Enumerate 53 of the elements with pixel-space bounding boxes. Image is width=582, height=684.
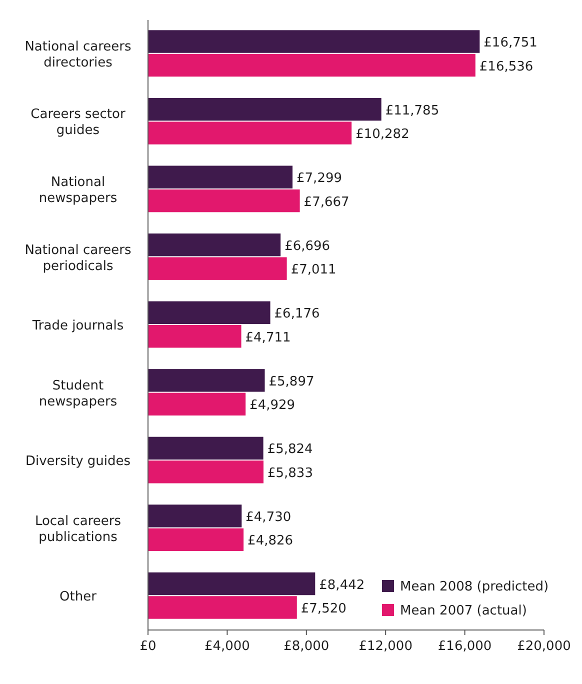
y-tick-label: Student newspapers	[38, 378, 118, 410]
data-label: £6,696	[284, 238, 330, 254]
data-label: £7,011	[290, 262, 336, 278]
data-label: £4,711	[245, 330, 291, 346]
data-label: £10,282	[356, 127, 410, 142]
bar	[148, 369, 265, 392]
x-tick-label: £4,000	[204, 639, 250, 654]
bar	[148, 596, 297, 619]
y-tick-label: Careers sector guides	[30, 107, 126, 138]
bar	[148, 504, 242, 528]
data-label: £4,929	[250, 398, 296, 414]
bar	[148, 325, 242, 348]
x-tick-label: £16,000	[438, 639, 492, 654]
data-label: £11,785	[385, 103, 440, 118]
x-tick-label: £12,000	[358, 639, 412, 654]
bar	[148, 436, 264, 460]
data-label: £7,520	[300, 602, 346, 617]
bar	[148, 301, 270, 324]
data-label: £7,299	[296, 171, 342, 186]
data-label: £4,730	[246, 510, 292, 526]
bar	[148, 122, 352, 144]
bar	[148, 166, 293, 188]
bar	[148, 572, 316, 596]
data-label: £16,536	[479, 59, 534, 74]
data-label: £5,833	[267, 466, 313, 481]
bar	[148, 30, 480, 53]
data-label: £4,826	[248, 534, 294, 549]
y-tick-label: Trade journals	[31, 318, 124, 334]
x-tick-label: £8,000	[284, 639, 330, 654]
data-label: £7,667	[304, 194, 350, 210]
legend-label: Mean 2008 (predicted)	[400, 580, 549, 595]
y-tick-label: National careers directories	[24, 39, 132, 70]
data-label: £16,751	[484, 36, 538, 51]
x-tick-label: £0	[140, 639, 156, 654]
y-tick-label: National careers periodicals	[24, 242, 132, 274]
legend-label: Mean 2007 (actual)	[400, 604, 527, 619]
data-label: £8,442	[319, 578, 365, 593]
bar	[148, 528, 244, 552]
bar	[148, 234, 281, 256]
data-label: £5,897	[268, 374, 314, 390]
bar	[148, 189, 300, 212]
bar	[148, 460, 264, 484]
x-tick-label: £20,000	[517, 639, 571, 654]
data-label: £5,824	[267, 442, 313, 458]
y-tick-label: Diversity guides	[25, 454, 131, 470]
data-label: £6,176	[274, 306, 320, 322]
bar	[148, 392, 246, 416]
y-tick-label: Other	[60, 590, 98, 605]
y-tick-label: National newspapers	[38, 174, 118, 206]
bar	[148, 98, 382, 121]
bar	[148, 54, 476, 77]
bar	[148, 257, 287, 280]
y-tick-label: Local careers publications	[34, 514, 122, 545]
